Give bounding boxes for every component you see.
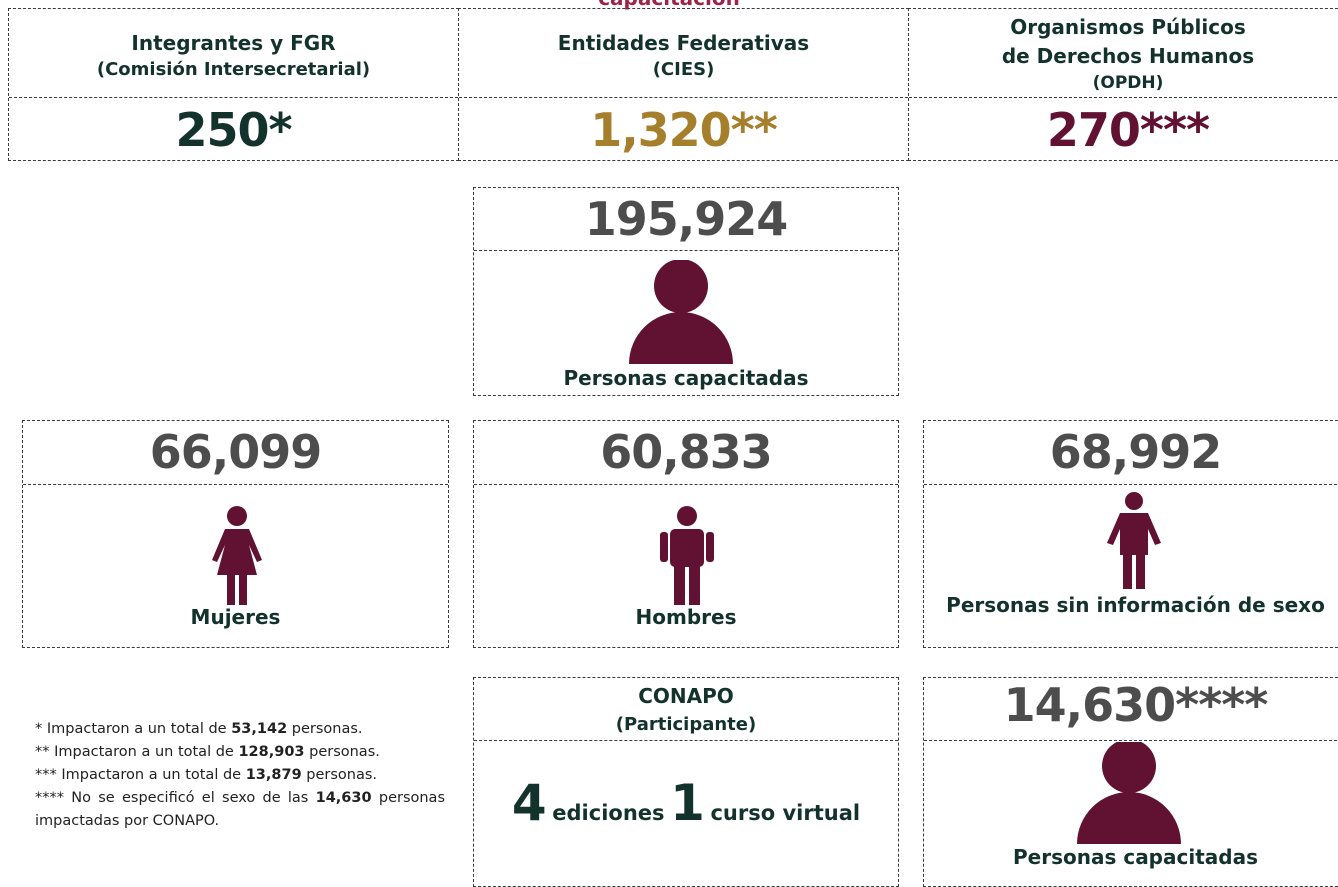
total-box: 195,924 Personas capacitadas [473,187,899,396]
entity-value: 1,320** [590,103,778,157]
total-value: 195,924 [584,192,789,246]
footnote: * Impactaron a un total de 53,142 person… [35,718,445,741]
group-label: Mujeres [190,605,281,629]
group-label: Hombres [635,605,737,629]
conapo-total-value: 14,630**** [1003,678,1269,732]
divider [474,484,898,485]
conapo-total-box: 14,630**** Personas capacitadas [923,677,1338,887]
divider [474,740,898,741]
divider [909,97,1338,98]
footnotes: * Impactaron a un total de 53,142 person… [35,718,445,833]
text: 14,630 [315,790,372,806]
entity-box: Integrantes y FGR (Comisión Intersecreta… [8,8,459,161]
text: ediciones [552,801,665,825]
text: curso virtual [710,801,861,825]
group-value: 60,833 [600,425,773,479]
group-value: 68,992 [1049,425,1223,479]
text: 128,903 [238,744,305,760]
conapo-total-label: Personas capacitadas [1013,845,1258,869]
conapo-stats: 4 ediciones 1 curso virtual [474,774,898,832]
text: ** Impactaron a un total de [35,744,234,760]
entity-subtitle: (Comisión Intersecretarial) [96,59,371,80]
divider [924,740,1338,741]
text: 4 [511,774,547,832]
text: personas. [309,744,380,760]
man-icon [660,506,714,605]
person-icon [1077,742,1181,844]
text: * Impactaron a un total de [35,721,227,737]
divider [459,97,908,98]
footnote: ** Impactaron a un total de 128,903 pers… [35,741,445,764]
entity-value: 270*** [1046,103,1210,157]
group-value: 66,099 [149,425,323,479]
footnote: **** No se especificó el sexo de las 14,… [35,787,445,833]
text: 1 [670,774,705,832]
group-box: 60,833 Hombres [473,420,899,648]
text: 53,142 [231,721,288,737]
group-box: 68,992 Personas sin información de sexo [923,420,1338,648]
total-label: Personas capacitadas [563,366,809,390]
text: *** Impactaron a un total de [35,767,242,783]
woman-icon [212,506,262,605]
group-label: Personas sin información de sexo [946,593,1325,617]
entity-box: Entidades Federativas (CIES) 1,320** [458,8,909,161]
divider [9,97,458,98]
text: **** No se especificó el sexo de las [35,790,309,806]
entity-subtitle: (OPDH) [1092,73,1164,93]
divider [924,484,1338,485]
conapo-subtitle: (Participante) [615,714,757,735]
person-icon [629,260,733,364]
entity-subtitle: (CIES) [652,59,715,80]
entity-title: Organismos Públicos de Derechos Humanos [1001,15,1255,68]
text: personas. [291,721,363,737]
header-fragment: capacitación [0,0,1338,10]
conapo-box: CONAPO (Participante) 4 ediciones 1 curs… [473,677,899,887]
text: 13,879 [245,767,302,783]
divider [23,484,448,485]
person-icon [1107,492,1161,589]
text: personas impactadas por CONAPO. [35,790,446,829]
group-box: 66,099 Mujeres [22,420,449,648]
entity-value: 250* [175,103,292,157]
footnote: *** Impactaron a un total de 13,879 pers… [35,764,445,787]
entity-title: Entidades Federativas [557,31,810,55]
entity-box: Organismos Públicos de Derechos Humanos … [908,8,1338,161]
conapo-title: CONAPO [638,684,734,708]
divider [474,250,898,251]
entity-title: Integrantes y FGR [131,31,336,55]
text: personas. [306,767,378,783]
